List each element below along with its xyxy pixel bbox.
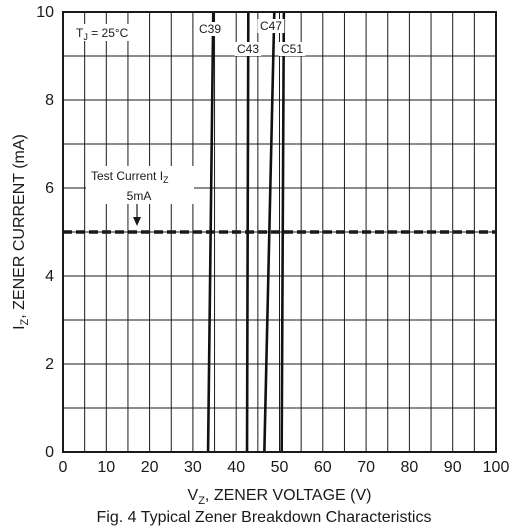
x-tick-label: 90 <box>444 459 462 476</box>
series-label-c43: C43 <box>237 42 259 56</box>
series-label-c51: C51 <box>281 42 303 56</box>
x-tick-label: 40 <box>227 459 245 476</box>
y-tick-label: 8 <box>45 92 54 109</box>
x-tick-label: 100 <box>483 459 510 476</box>
y-tick-label: 0 <box>45 444 54 461</box>
x-tick-label: 10 <box>97 459 115 476</box>
series-label-c47: C47 <box>260 19 282 33</box>
x-tick-label: 80 <box>401 459 419 476</box>
x-tick-label: 50 <box>271 459 289 476</box>
y-tick-label: 6 <box>45 180 54 197</box>
x-tick-label: 70 <box>357 459 375 476</box>
x-tick-label: 30 <box>184 459 202 476</box>
y-tick-label: 4 <box>45 268 54 285</box>
y-tick-label: 10 <box>36 4 54 21</box>
y-tick-label: 2 <box>45 356 54 373</box>
x-tick-label: 0 <box>59 459 68 476</box>
test-current-label: Test Current IZ <box>91 169 169 185</box>
figure-caption: Fig. 4 Typical Zener Breakdown Character… <box>97 509 432 526</box>
x-tick-label: 20 <box>141 459 159 476</box>
series-label-c39: C39 <box>199 22 221 36</box>
x-tick-label: 60 <box>314 459 332 476</box>
test-current-value-label: 5mA <box>127 189 152 203</box>
series-line-c43 <box>247 12 248 452</box>
